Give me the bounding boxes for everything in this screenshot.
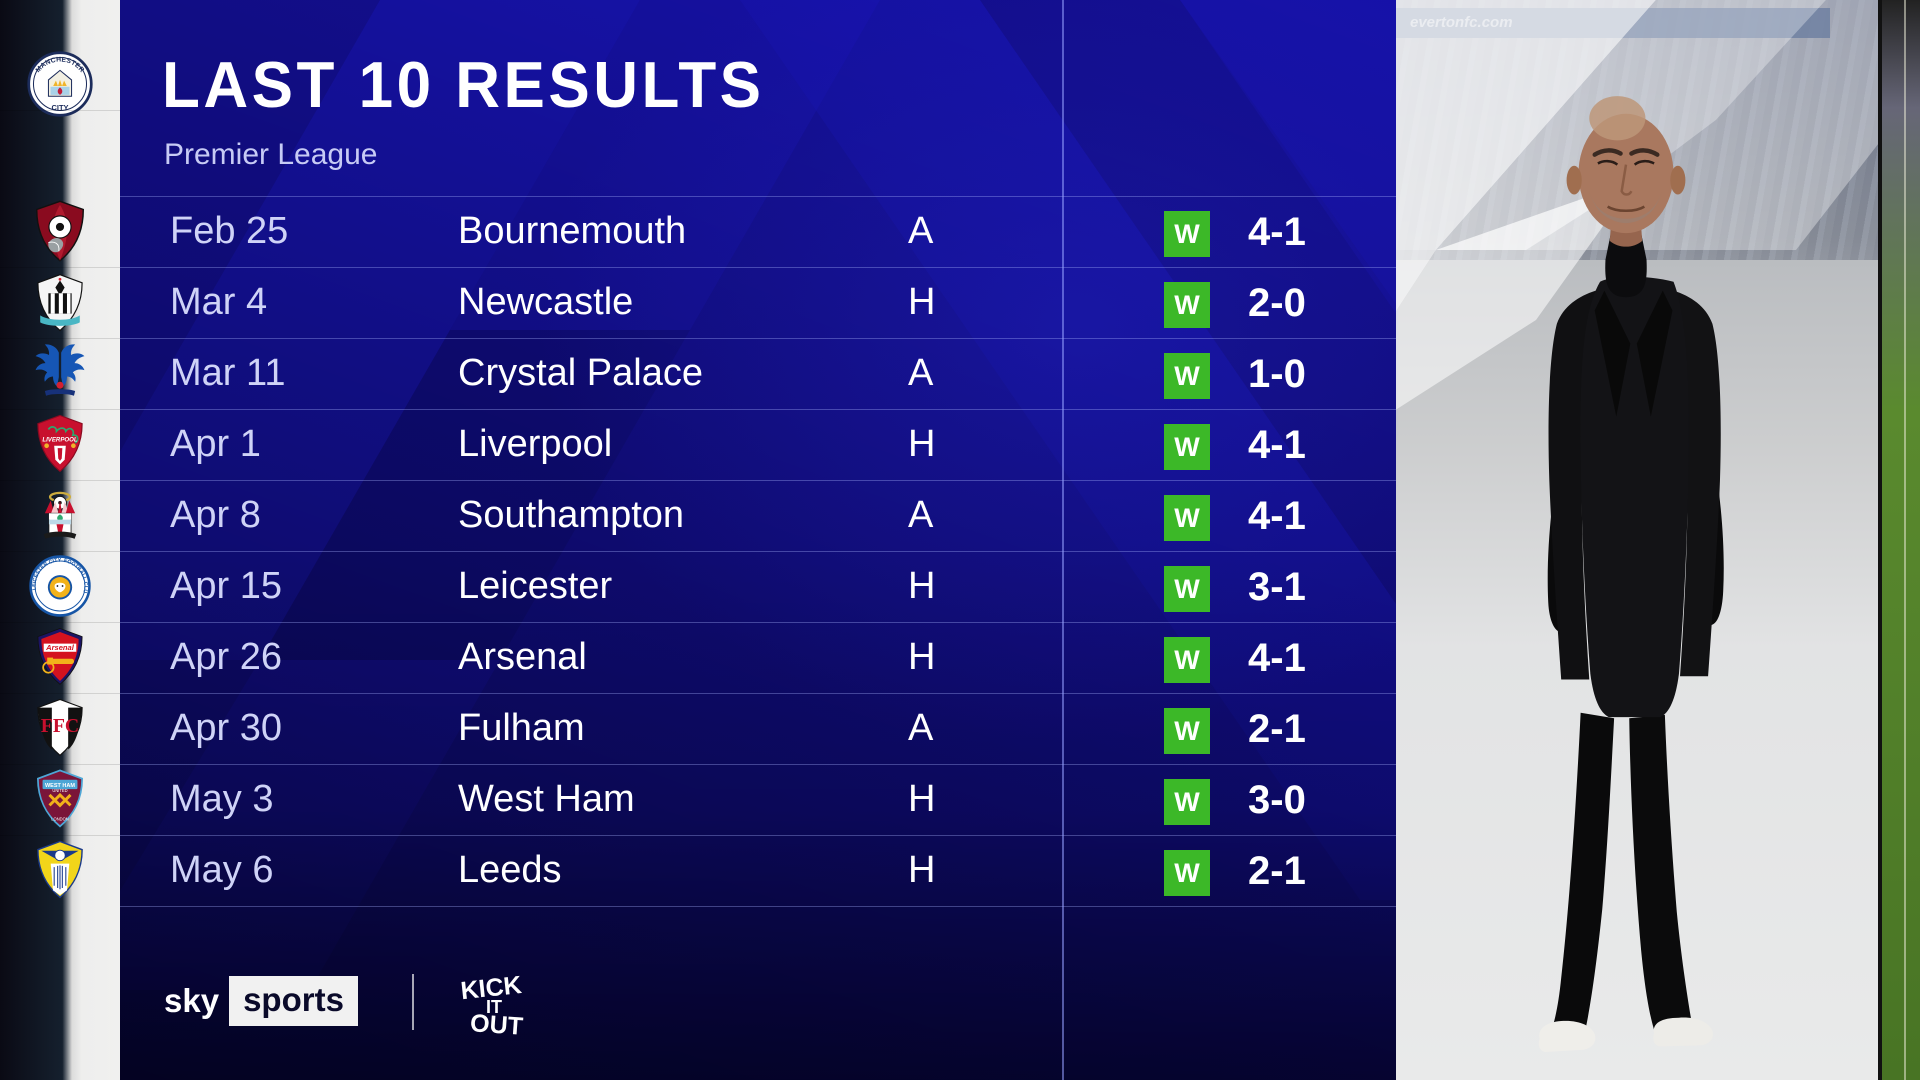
svg-text:OUT: OUT: [469, 1009, 524, 1038]
svg-text:Arsenal: Arsenal: [45, 643, 75, 652]
svg-text:LIVERPOOL: LIVERPOOL: [42, 437, 77, 444]
svg-text:UNITED: UNITED: [52, 788, 67, 793]
svg-text:FFC: FFC: [41, 715, 79, 737]
svg-text:LONDON: LONDON: [51, 817, 68, 822]
